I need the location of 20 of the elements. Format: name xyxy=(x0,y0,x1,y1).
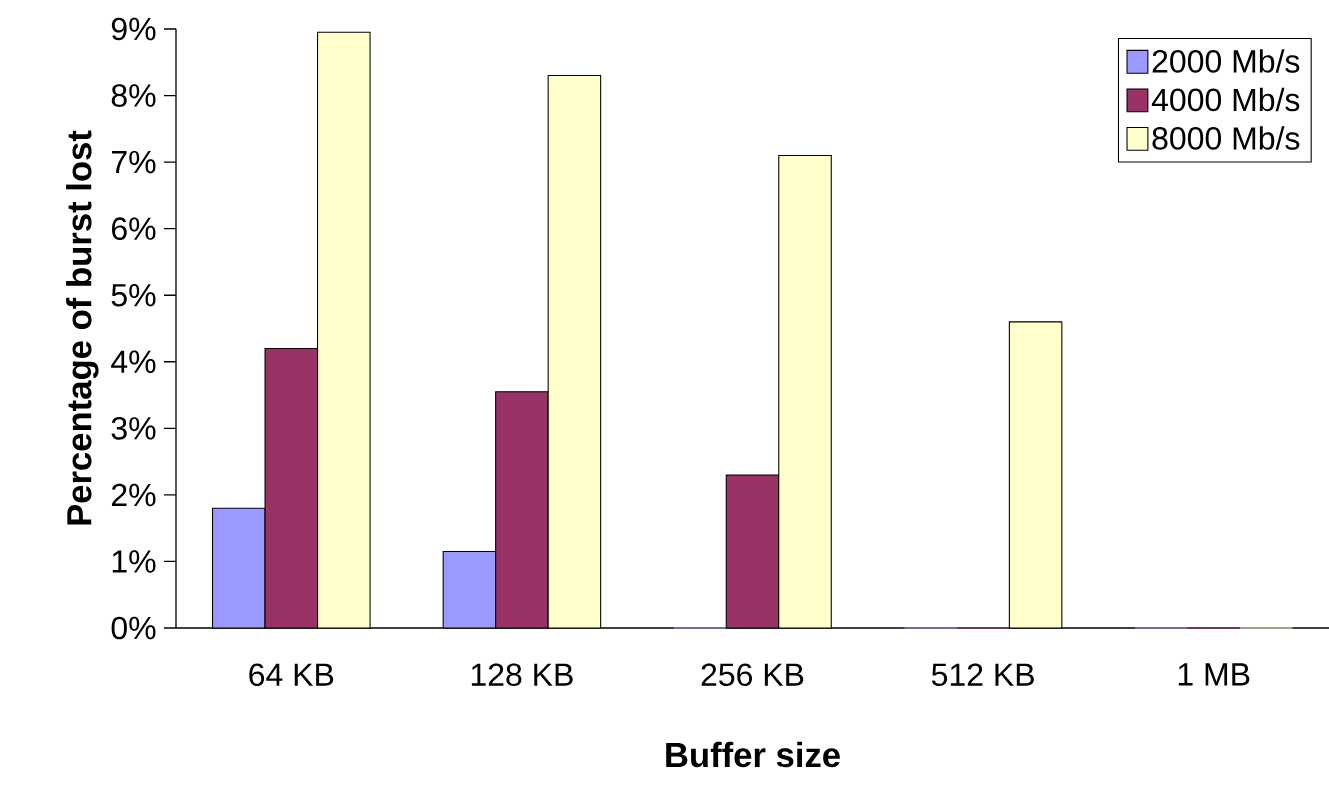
x-tick-label: 512 KB xyxy=(931,663,1034,687)
x-tick-label: 64 KB xyxy=(249,663,334,687)
y-tick-label: 3% xyxy=(111,417,156,440)
legend-label: 2000 Mb/s xyxy=(1152,49,1300,73)
y-tick-label: 4% xyxy=(111,350,156,373)
x-axis-title: Buffer size xyxy=(666,741,840,768)
x-tick-label: 256 KB xyxy=(701,663,804,687)
y-tick-label: 8% xyxy=(111,84,156,107)
y-tick-label: 1% xyxy=(112,550,156,573)
y-axis-title: Percentage of burst lost xyxy=(66,130,99,525)
legend-label: 8000 Mb/s xyxy=(1152,126,1300,150)
legend-label: 4000 Mb/s xyxy=(1151,87,1300,112)
x-tick-label: 128 KB xyxy=(471,663,573,687)
y-tick-label: 2% xyxy=(111,483,156,507)
y-tick-label: 0% xyxy=(111,616,156,640)
x-tick-label: 1 MB xyxy=(1178,663,1250,686)
y-tick-label: 6% xyxy=(112,217,156,240)
y-tick-label: 5% xyxy=(111,283,156,307)
y-tick-label: 9% xyxy=(111,17,156,41)
y-tick-label: 7% xyxy=(112,150,156,174)
